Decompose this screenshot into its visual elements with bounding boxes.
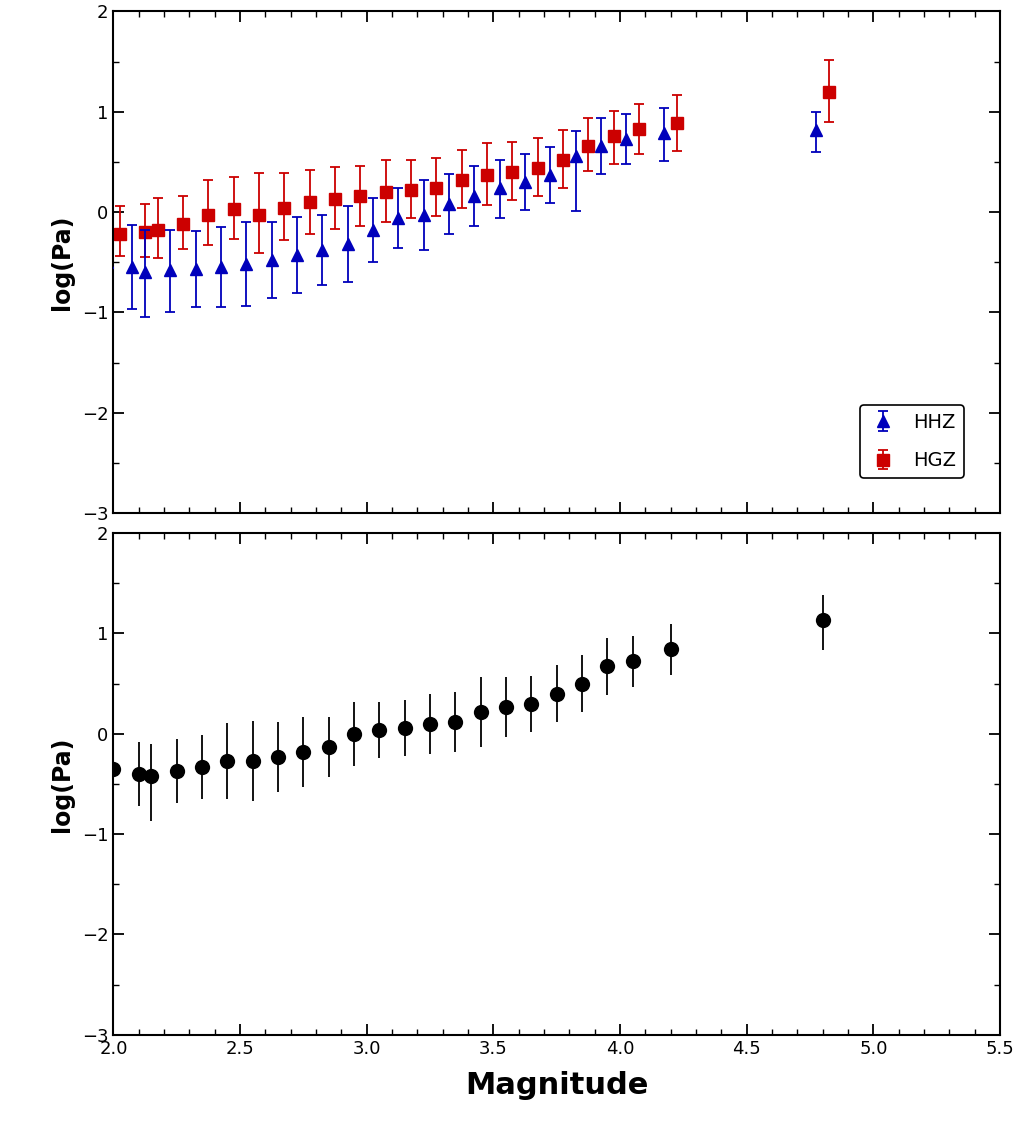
Y-axis label: log(Pa): log(Pa) [49, 215, 73, 310]
X-axis label: Magnitude: Magnitude [465, 1071, 648, 1101]
Legend: HHZ, HGZ: HHZ, HGZ [861, 405, 964, 479]
Y-axis label: log(Pa): log(Pa) [49, 736, 73, 831]
